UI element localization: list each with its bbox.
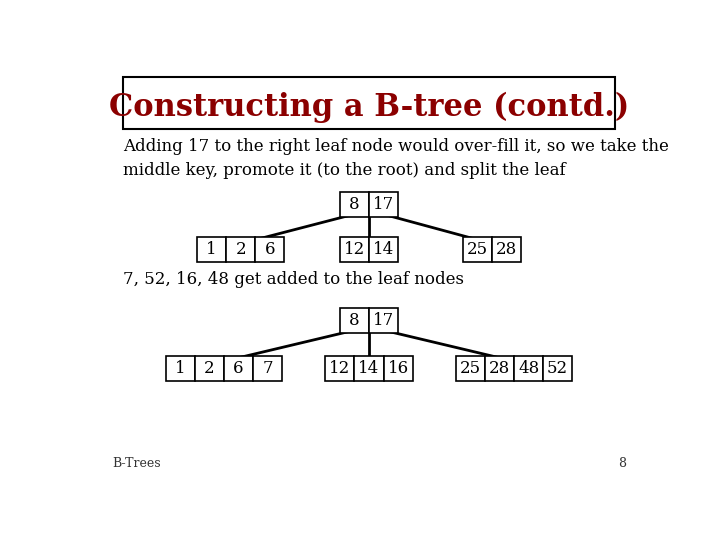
Bar	[226, 238, 255, 262]
Text: 12: 12	[329, 360, 351, 377]
Bar	[492, 238, 521, 262]
Bar	[325, 356, 354, 381]
Text: 52: 52	[547, 360, 568, 377]
Bar	[340, 238, 369, 262]
Bar	[543, 356, 572, 381]
Text: 7, 52, 16, 48 get added to the leaf nodes: 7, 52, 16, 48 get added to the leaf node…	[124, 271, 464, 288]
Bar	[463, 238, 492, 262]
Bar	[384, 356, 413, 381]
Text: Adding 17 to the right leaf node would over-fill it, so we take the
middle key, : Adding 17 to the right leaf node would o…	[124, 138, 670, 179]
Text: 1: 1	[175, 360, 186, 377]
Text: 2: 2	[204, 360, 215, 377]
Text: 17: 17	[373, 312, 394, 329]
Bar	[255, 238, 284, 262]
Bar	[124, 77, 615, 129]
Text: 1: 1	[207, 241, 217, 258]
Text: 16: 16	[387, 360, 408, 377]
Bar	[485, 356, 514, 381]
Bar	[369, 238, 398, 262]
Text: 8: 8	[349, 195, 360, 213]
Bar	[224, 356, 253, 381]
Bar	[253, 356, 282, 381]
Text: B-Trees: B-Trees	[112, 457, 161, 470]
Text: 48: 48	[518, 360, 539, 377]
Text: 8: 8	[349, 312, 360, 329]
Text: 28: 28	[495, 241, 517, 258]
Bar	[340, 308, 369, 333]
Text: 6: 6	[264, 241, 275, 258]
Text: 2: 2	[235, 241, 246, 258]
Bar	[340, 192, 369, 217]
Text: 17: 17	[373, 195, 394, 213]
Bar	[195, 356, 224, 381]
Text: 7: 7	[262, 360, 273, 377]
Bar	[166, 356, 195, 381]
Text: 8: 8	[618, 457, 626, 470]
Text: 28: 28	[489, 360, 510, 377]
Bar	[514, 356, 543, 381]
Bar	[456, 356, 485, 381]
Bar	[197, 238, 226, 262]
Bar	[369, 192, 398, 217]
Text: 14: 14	[359, 360, 379, 377]
Text: 14: 14	[373, 241, 394, 258]
Text: 6: 6	[233, 360, 243, 377]
Text: 25: 25	[460, 360, 481, 377]
Text: 25: 25	[467, 241, 488, 258]
Text: 12: 12	[344, 241, 365, 258]
Text: Constructing a B-tree (contd.): Constructing a B-tree (contd.)	[109, 92, 629, 123]
Bar	[369, 308, 398, 333]
Bar	[354, 356, 384, 381]
